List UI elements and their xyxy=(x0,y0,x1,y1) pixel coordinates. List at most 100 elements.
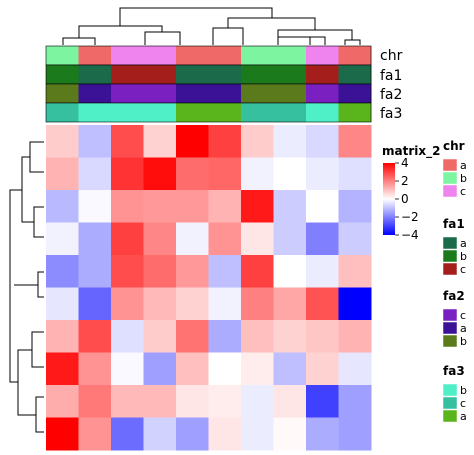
heatmap-cell-7-9 xyxy=(338,352,372,386)
annotation-cell-fa2-8 xyxy=(306,84,339,103)
heatmap-cell-0-0 xyxy=(46,125,79,158)
heatmap-cell-4-0 xyxy=(46,255,79,288)
annotation-cell-chr-0 xyxy=(46,46,79,65)
heatmap-cell-7-7 xyxy=(273,352,307,386)
heatmap-cell-6-5 xyxy=(208,320,242,353)
row-dendrogram-branches xyxy=(9,141,44,433)
legend-swatch-chr-a xyxy=(442,158,458,172)
heatmap-cell-6-1 xyxy=(78,320,112,353)
annotation-cell-fa2-6 xyxy=(241,84,274,103)
heatmap-cell-9-0 xyxy=(46,417,79,451)
color-scale-tick-label: 2 xyxy=(401,174,409,188)
annotation-border-fa3 xyxy=(45,102,372,123)
heatmap-cell-0-8 xyxy=(306,125,339,158)
annotation-cell-fa1-9 xyxy=(338,65,372,84)
heatmap-cell-9-9 xyxy=(338,417,372,451)
heatmap-cell-2-9 xyxy=(338,190,372,223)
annotation-cell-fa2-1 xyxy=(78,84,112,103)
heatmap-cell-8-0 xyxy=(46,385,79,418)
heatmap-cell-6-3 xyxy=(143,320,177,353)
legend-label-fa2-b: b xyxy=(460,335,467,348)
heatmap-cell-9-6 xyxy=(241,417,274,451)
annotation-cell-fa3-9 xyxy=(338,103,372,122)
heatmap-cell-2-1 xyxy=(78,190,112,223)
legend-label-fa2-a: a xyxy=(460,322,467,335)
heatmap-cell-2-8 xyxy=(306,190,339,223)
heatmap-cell-1-9 xyxy=(338,157,372,191)
legend-label-chr-a: a xyxy=(460,159,467,172)
heatmap-cell-7-0 xyxy=(46,352,79,386)
heatmap-cell-3-7 xyxy=(273,222,307,256)
legend-swatch-fa3-a xyxy=(442,409,458,423)
annotation-cell-fa1-7 xyxy=(273,65,307,84)
annotation-cell-fa3-0 xyxy=(46,103,79,122)
annotation-cell-fa3-4 xyxy=(176,103,209,122)
annotation-cell-chr-3 xyxy=(143,46,177,65)
color-scale-ticks: 4 2 0 −2 −4 xyxy=(395,156,419,242)
annotation-cell-fa2-9 xyxy=(338,84,372,103)
legend-label-fa1-b: b xyxy=(460,250,467,263)
legend-label-fa1-c: c xyxy=(460,263,466,276)
annotation-cell-fa3-1 xyxy=(78,103,112,122)
annotation-cell-fa1-2 xyxy=(111,65,144,84)
heatmap-cell-2-7 xyxy=(273,190,307,223)
heatmap-cell-3-0 xyxy=(46,222,79,256)
annotation-cell-fa1-4 xyxy=(176,65,209,84)
heatmap-cell-6-0 xyxy=(46,320,79,353)
heatmap-cell-5-2 xyxy=(111,287,144,321)
heatmap-cell-3-9 xyxy=(338,222,372,256)
legend-swatch-fa2-a xyxy=(442,321,458,335)
heatmap-cell-1-8 xyxy=(306,157,339,191)
annotation-cell-fa1-0 xyxy=(46,65,79,84)
legend-swatch-chr-b xyxy=(442,171,458,185)
annotation-cell-fa1-1 xyxy=(78,65,112,84)
heatmap-cell-6-7 xyxy=(273,320,307,353)
heatmap-cell-3-4 xyxy=(176,222,209,256)
heatmap-cell-5-7 xyxy=(273,287,307,321)
heatmap-cell-0-3 xyxy=(143,125,177,158)
heatmap-cell-4-3 xyxy=(143,255,177,288)
heatmap-cell-2-4 xyxy=(176,190,209,223)
legend-swatch-fa1-b xyxy=(442,249,458,263)
heatmap-cell-1-0 xyxy=(46,157,79,191)
heatmap-cell-0-4 xyxy=(176,125,209,158)
annotation-cell-fa2-0 xyxy=(46,84,79,103)
annotation-cell-chr-6 xyxy=(241,46,274,65)
annotation-row-labels: chr fa1 fa2 fa3 xyxy=(380,48,403,122)
legend-label-fa3-b: b xyxy=(460,384,467,397)
heatmap-cell-7-2 xyxy=(111,352,144,386)
heatmap-cell-8-8 xyxy=(306,385,339,418)
annotation-cell-fa2-4 xyxy=(176,84,209,103)
legend-title-fa3: fa3 xyxy=(443,364,465,378)
heatmap-cell-7-4 xyxy=(176,352,209,386)
heatmap-cell-7-6 xyxy=(241,352,274,386)
heatmap-cell-5-9 xyxy=(338,287,372,321)
legend-label-fa3-c: c xyxy=(460,397,466,410)
heatmap-cell-2-3 xyxy=(143,190,177,223)
heatmap-cell-9-5 xyxy=(208,417,242,451)
heatmap-cell-9-8 xyxy=(306,417,339,451)
heatmap-cell-5-4 xyxy=(176,287,209,321)
heatmap-cell-6-2 xyxy=(111,320,144,353)
heatmap-cell-2-0 xyxy=(46,190,79,223)
color-scale-legend: matrix_2 4 2 0 −2 −4 xyxy=(382,144,440,242)
legend-swatch-fa1-a xyxy=(442,236,458,250)
heatmap-cell-3-6 xyxy=(241,222,274,256)
annotation-cell-chr-7 xyxy=(273,46,307,65)
heatmap-cell-8-7 xyxy=(273,385,307,418)
legend-label-fa1-a: a xyxy=(460,237,467,250)
heatmap-cell-4-8 xyxy=(306,255,339,288)
legend-label-fa3-a: a xyxy=(460,410,467,423)
heatmap-cell-5-3 xyxy=(143,287,177,321)
annotation-cell-chr-2 xyxy=(111,46,144,65)
heatmap-cell-8-2 xyxy=(111,385,144,418)
heatmap-cell-0-1 xyxy=(78,125,112,158)
color-scale-title: matrix_2 xyxy=(382,144,440,159)
heatmap-cell-6-4 xyxy=(176,320,209,353)
heatmap-cell-0-2 xyxy=(111,125,144,158)
legend-swatch-fa3-c xyxy=(442,396,458,410)
annotation-cell-chr-5 xyxy=(208,46,242,65)
annotation-cell-fa2-3 xyxy=(143,84,177,103)
annotation-label-fa3: fa3 xyxy=(380,106,402,122)
